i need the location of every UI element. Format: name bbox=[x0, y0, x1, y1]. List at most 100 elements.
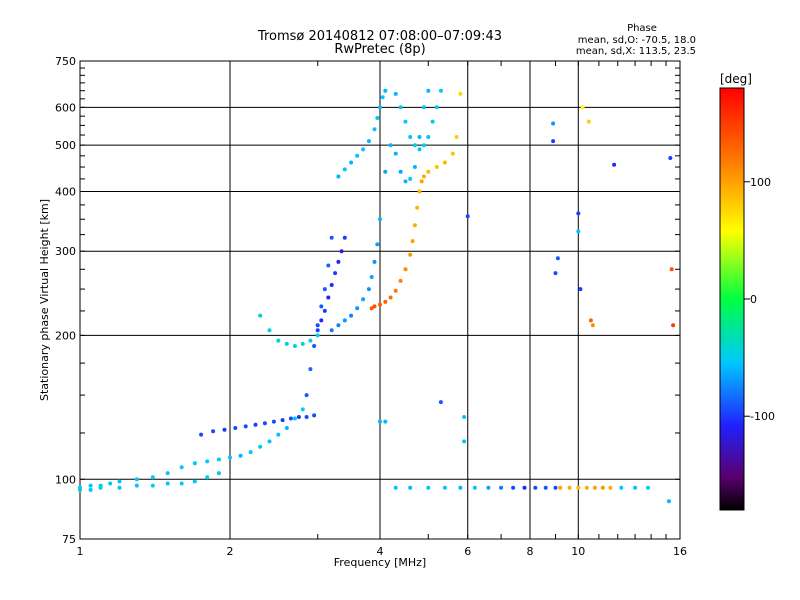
data-point bbox=[458, 91, 463, 96]
y-tick-label: 75 bbox=[62, 533, 76, 546]
data-point bbox=[408, 485, 413, 490]
data-point bbox=[398, 105, 403, 110]
data-point bbox=[292, 416, 297, 421]
data-point bbox=[216, 457, 221, 462]
data-point bbox=[322, 287, 327, 292]
phase-stats-x: mean, sd,X: 113.5, 23.5 bbox=[576, 46, 696, 57]
data-point bbox=[134, 477, 139, 482]
data-point bbox=[426, 88, 431, 93]
data-point bbox=[372, 127, 377, 132]
data-point bbox=[78, 487, 82, 492]
data-point bbox=[553, 271, 558, 276]
data-point bbox=[522, 485, 527, 490]
data-point bbox=[388, 143, 393, 148]
axis-ticks: 1 2 4 6 8 10 16 75 100 200 300 400 500 600 750 bbox=[55, 55, 687, 558]
data-point bbox=[434, 165, 439, 169]
data-point bbox=[308, 367, 313, 372]
data-point bbox=[228, 455, 232, 460]
data-point bbox=[454, 135, 459, 139]
data-point bbox=[276, 338, 281, 343]
data-point bbox=[336, 174, 341, 179]
data-point bbox=[248, 450, 253, 455]
data-point bbox=[319, 318, 324, 323]
data-point bbox=[586, 119, 591, 124]
data-point bbox=[355, 153, 360, 158]
x-tick-label: 1 bbox=[77, 545, 84, 558]
x-tick-label: 10 bbox=[571, 545, 585, 558]
data-point bbox=[205, 459, 210, 464]
data-point bbox=[369, 275, 374, 279]
data-point bbox=[412, 165, 417, 169]
data-point bbox=[378, 105, 382, 110]
colorbar bbox=[719, 87, 745, 511]
data-point bbox=[551, 139, 556, 144]
data-point bbox=[300, 407, 305, 412]
data-point bbox=[426, 135, 431, 139]
x-tick-label: 4 bbox=[377, 545, 384, 558]
data-point bbox=[336, 259, 341, 264]
data-point bbox=[553, 485, 558, 490]
data-point bbox=[417, 189, 422, 194]
data-point bbox=[383, 299, 388, 304]
data-point bbox=[398, 169, 403, 174]
data-point bbox=[462, 439, 467, 444]
data-point bbox=[434, 105, 439, 110]
data-point bbox=[372, 259, 377, 264]
data-point bbox=[383, 169, 388, 174]
data-point bbox=[666, 499, 671, 504]
data-point bbox=[567, 485, 572, 490]
data-point bbox=[421, 105, 426, 110]
data-point bbox=[222, 427, 227, 432]
data-point bbox=[288, 416, 293, 421]
y-tick-label: 100 bbox=[55, 473, 76, 486]
data-point bbox=[590, 323, 595, 328]
colorbar-ticks: 100 0 -100 bbox=[744, 176, 775, 423]
data-point bbox=[258, 313, 263, 318]
data-points bbox=[78, 88, 676, 504]
data-point bbox=[355, 306, 360, 311]
data-point bbox=[412, 223, 417, 228]
data-point bbox=[150, 483, 155, 488]
data-point bbox=[462, 415, 467, 419]
data-point bbox=[393, 91, 398, 96]
data-point bbox=[378, 419, 382, 424]
data-point bbox=[403, 179, 408, 184]
data-point bbox=[342, 318, 347, 323]
x-tick-label: 8 bbox=[527, 545, 534, 558]
data-point bbox=[580, 105, 585, 110]
data-point bbox=[383, 419, 388, 424]
y-tick-label: 500 bbox=[55, 139, 76, 152]
data-point bbox=[179, 465, 184, 470]
data-point bbox=[361, 147, 366, 152]
data-point bbox=[88, 483, 93, 488]
data-point bbox=[410, 239, 415, 244]
data-point bbox=[312, 344, 317, 348]
colorbar-tick-label: -100 bbox=[750, 410, 775, 423]
data-point bbox=[267, 439, 272, 444]
y-tick-label: 600 bbox=[55, 101, 76, 114]
x-tick-label: 6 bbox=[464, 545, 471, 558]
data-point bbox=[211, 429, 216, 434]
data-point bbox=[450, 151, 455, 156]
data-point bbox=[339, 249, 344, 254]
data-point bbox=[398, 278, 403, 283]
chart-title: Tromsø 20140812 07:08:00–07:09:43 bbox=[257, 29, 502, 44]
data-point bbox=[276, 432, 281, 437]
colorbar-tick-label: 100 bbox=[750, 176, 771, 189]
data-point bbox=[426, 169, 431, 174]
data-point bbox=[304, 415, 309, 419]
data-point bbox=[284, 341, 289, 346]
phase-stats-o: mean, sd,O: -70.5, 18.0 bbox=[578, 35, 696, 46]
x-tick-label: 2 bbox=[227, 545, 234, 558]
data-point bbox=[319, 304, 324, 309]
data-point bbox=[296, 415, 301, 419]
data-point bbox=[315, 333, 320, 338]
data-point bbox=[408, 135, 413, 139]
data-point bbox=[258, 444, 263, 449]
data-point bbox=[192, 479, 197, 484]
data-point bbox=[612, 162, 617, 167]
chart-subtitle: RwPretec (8p) bbox=[334, 42, 425, 57]
data-point bbox=[165, 471, 170, 476]
data-point bbox=[150, 475, 155, 480]
data-point bbox=[380, 95, 385, 100]
